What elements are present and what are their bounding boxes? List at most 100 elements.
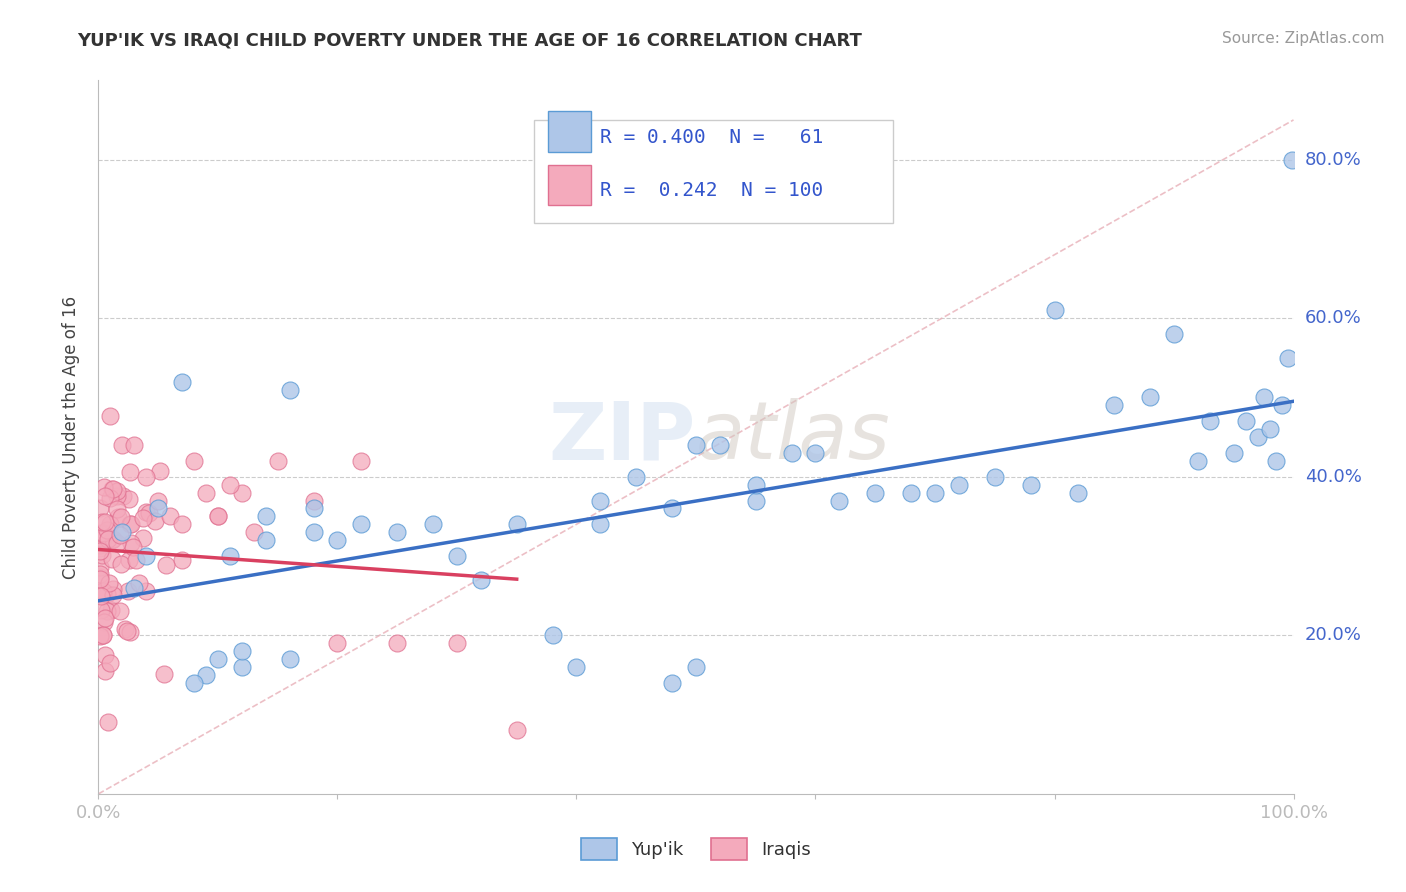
Point xyxy=(135,505,157,519)
Point xyxy=(135,549,157,563)
Point xyxy=(446,549,468,563)
Point xyxy=(98,516,121,531)
Point xyxy=(97,532,120,546)
Point xyxy=(231,485,253,500)
Point xyxy=(1104,398,1126,412)
Point xyxy=(350,454,373,468)
Point xyxy=(105,484,128,499)
Point xyxy=(149,464,172,478)
Point xyxy=(541,628,564,642)
Point xyxy=(89,529,111,543)
Point xyxy=(89,567,111,582)
Point xyxy=(745,493,768,508)
Point xyxy=(1139,391,1161,405)
Point xyxy=(159,509,181,524)
Point xyxy=(1264,454,1286,468)
Point xyxy=(172,375,194,389)
Point xyxy=(207,652,229,666)
Text: 40.0%: 40.0% xyxy=(1305,467,1361,486)
Point xyxy=(112,489,135,503)
Point xyxy=(172,517,194,532)
Point xyxy=(626,469,648,483)
Point xyxy=(118,625,141,640)
Point xyxy=(172,552,194,566)
Point xyxy=(98,657,121,671)
Point xyxy=(91,587,114,601)
Point xyxy=(101,483,124,497)
Point xyxy=(446,636,468,650)
Point xyxy=(685,660,707,674)
Point xyxy=(90,516,112,530)
Point xyxy=(1223,446,1246,460)
Point xyxy=(89,525,111,540)
Point xyxy=(1163,326,1185,341)
Text: 20.0%: 20.0% xyxy=(1305,626,1361,644)
Point xyxy=(93,615,115,629)
Point xyxy=(100,552,122,566)
Point xyxy=(278,383,301,397)
Point xyxy=(153,667,176,681)
Point xyxy=(780,446,803,460)
Point xyxy=(1199,414,1222,428)
Point xyxy=(661,676,683,690)
Point xyxy=(128,575,150,590)
Point xyxy=(91,628,114,642)
Text: R = 0.400  N =   61: R = 0.400 N = 61 xyxy=(600,128,824,146)
Point xyxy=(278,652,301,666)
Point xyxy=(1067,485,1090,500)
Point xyxy=(135,583,157,598)
Point xyxy=(231,644,253,658)
Point xyxy=(118,516,141,531)
Point xyxy=(135,469,157,483)
Point xyxy=(138,507,160,521)
Point xyxy=(89,573,111,587)
Point xyxy=(91,583,114,598)
Point xyxy=(96,524,118,538)
Text: atlas: atlas xyxy=(696,398,891,476)
Text: 80.0%: 80.0% xyxy=(1305,151,1361,169)
Point xyxy=(105,489,128,503)
Point xyxy=(89,628,111,642)
Point xyxy=(98,491,121,505)
Point xyxy=(124,581,146,595)
Point xyxy=(96,604,118,618)
Point xyxy=(143,514,166,528)
Point xyxy=(1271,398,1294,412)
Point xyxy=(385,636,409,650)
Point xyxy=(89,570,111,584)
Point xyxy=(195,485,218,500)
Point xyxy=(90,548,112,562)
Text: Source: ZipAtlas.com: Source: ZipAtlas.com xyxy=(1222,31,1385,46)
Point xyxy=(1277,351,1299,365)
Point xyxy=(101,588,124,602)
Point xyxy=(148,501,170,516)
Point xyxy=(685,438,707,452)
Point xyxy=(91,628,114,642)
Point xyxy=(1281,153,1303,167)
Point xyxy=(302,493,325,508)
Point xyxy=(91,533,114,547)
Point xyxy=(120,535,142,549)
Point xyxy=(101,482,124,496)
Point xyxy=(661,501,683,516)
Point xyxy=(93,664,115,678)
Point xyxy=(117,624,139,638)
Point xyxy=(89,629,111,643)
Point xyxy=(89,500,111,515)
Point xyxy=(89,559,111,574)
Point xyxy=(207,509,229,524)
Point xyxy=(183,676,205,690)
Point xyxy=(121,540,143,554)
Point xyxy=(90,589,112,603)
Point xyxy=(111,438,134,452)
Point xyxy=(114,622,136,636)
Point xyxy=(254,509,277,524)
Y-axis label: Child Poverty Under the Age of 16: Child Poverty Under the Age of 16 xyxy=(62,295,80,579)
Point xyxy=(91,526,114,541)
Point xyxy=(302,525,325,540)
Point xyxy=(1253,391,1275,405)
Point xyxy=(110,509,132,524)
Point xyxy=(326,533,349,548)
Point xyxy=(108,604,131,618)
Point xyxy=(105,502,128,516)
